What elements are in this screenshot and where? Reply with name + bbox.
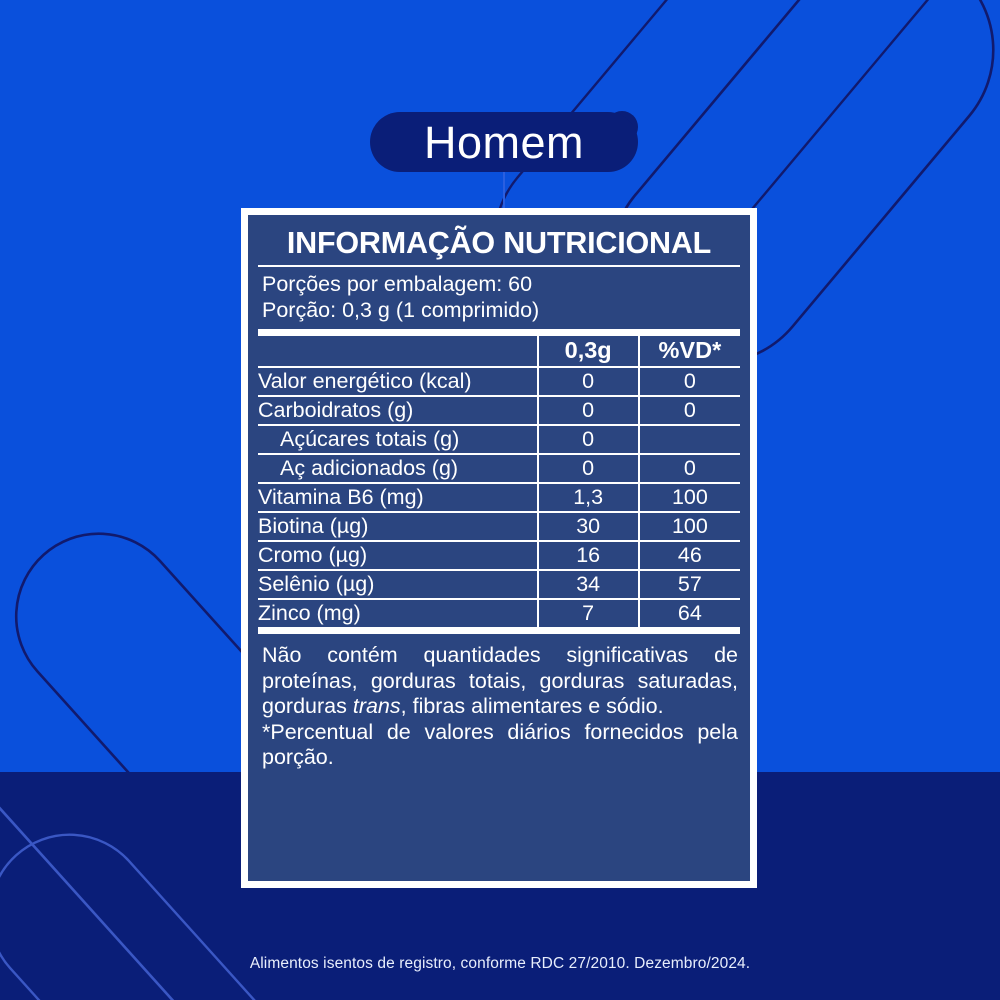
nutrition-notes: Não contém quantidades significativas de…: [258, 643, 740, 771]
header-vd: %VD*: [637, 336, 740, 368]
header-amount: 0,3g: [536, 336, 639, 368]
nutrition-table: 0,3g %VD* Valor energético (kcal) 0 0 Ca…: [258, 336, 740, 627]
product-segment-label: Homem: [423, 116, 585, 168]
table-row: Selênio (µg) 34 57: [258, 570, 740, 600]
nutrient-name: Açúcares totais (g): [258, 425, 538, 455]
title-divider: [258, 265, 740, 267]
nutrition-table-body: Valor energético (kcal) 0 0 Carboidratos…: [258, 367, 740, 627]
nutrient-amount: 30: [536, 512, 639, 542]
nutrient-amount: 34: [536, 570, 639, 600]
nutrient-name: Zinco (mg): [258, 601, 361, 625]
nutrient-vd: 0: [637, 454, 740, 484]
nutrient-amount: 1,3: [536, 483, 639, 513]
capsule-outline-crossing-lower: [0, 772, 215, 1000]
nutrient-name: Vitamina B6 (mg): [258, 483, 538, 513]
nutrient-amount: 0: [536, 454, 639, 484]
table-bottom-rule: [258, 627, 740, 634]
nutrient-vd: 100: [637, 512, 740, 542]
note-main-italic: trans: [352, 694, 401, 718]
nutrient-vd: 46: [637, 541, 740, 571]
note-main-post: , fibras alimentares e sódio.: [400, 694, 664, 718]
nutrient-amount: 16: [536, 541, 639, 571]
nutrient-amount: 0: [536, 396, 639, 426]
header-nutrient: [258, 336, 538, 368]
nutrition-facts-inner: INFORMAÇÃO NUTRICIONAL Porções por embal…: [248, 215, 750, 881]
table-row: Biotina (µg) 30 100: [258, 512, 740, 542]
table-row: Valor energético (kcal) 0 0: [258, 367, 740, 397]
note-daily-values: *Percentual de valores diários fornecido…: [262, 719, 738, 770]
nutrition-facts-panel: INFORMAÇÃO NUTRICIONAL Porções por embal…: [241, 208, 757, 888]
nutrition-table-head: 0,3g %VD*: [258, 336, 740, 368]
table-row: Aç adicionados (g) 0 0: [258, 454, 740, 484]
nutrient-name: Carboidratos (g): [258, 396, 538, 426]
table-row: Cromo (µg) 16 46: [258, 541, 740, 571]
nutrient-vd: 0: [637, 367, 740, 397]
servings-per-package: Porções por embalagem: 60: [262, 272, 533, 296]
servings-block: Porções por embalagem: 60 Porção: 0,3 g …: [262, 271, 740, 323]
footer-disclaimer: Alimentos isentos de registro, conforme …: [249, 955, 751, 972]
nutrient-vd: 0: [637, 396, 740, 426]
table-header-row: 0,3g %VD*: [258, 336, 740, 368]
nutrient-amount: 7: [536, 599, 639, 627]
table-row: Vitamina B6 (mg) 1,3 100: [258, 483, 740, 513]
capsule-outline-bottom-left: [0, 833, 332, 1000]
nutrition-title: INFORMAÇÃO NUTRICIONAL: [286, 226, 712, 260]
nutrient-vd: 64: [637, 599, 740, 627]
note-insignificant-amounts: Não contém quantidades significativas de…: [262, 643, 738, 720]
table-row: Zinco (mg) 7 64: [258, 599, 740, 627]
nutrient-name: Valor energético (kcal): [258, 367, 538, 397]
nutrient-amount: 0: [536, 367, 639, 397]
nutrient-name: Aç adicionados (g): [258, 454, 538, 484]
nutrient-name: Biotina (µg): [258, 512, 538, 542]
table-top-rule: [258, 329, 740, 336]
nutrient-name: Cromo (µg): [258, 541, 538, 571]
note-main-pre: Não contém quantidades significativas de…: [262, 643, 738, 718]
table-row: Carboidratos (g) 0 0: [258, 396, 740, 426]
nutrient-name: Selênio (µg): [258, 570, 538, 600]
nutrient-vd: [637, 425, 740, 455]
nutrient-vd: 57: [637, 570, 740, 600]
table-row: Açúcares totais (g) 0: [258, 425, 740, 455]
product-segment-badge: Homem: [370, 112, 638, 172]
nutrient-amount: 0: [536, 425, 639, 455]
serving-size: Porção: 0,3 g (1 comprimido): [262, 298, 540, 322]
nutrient-vd: 100: [637, 483, 740, 513]
